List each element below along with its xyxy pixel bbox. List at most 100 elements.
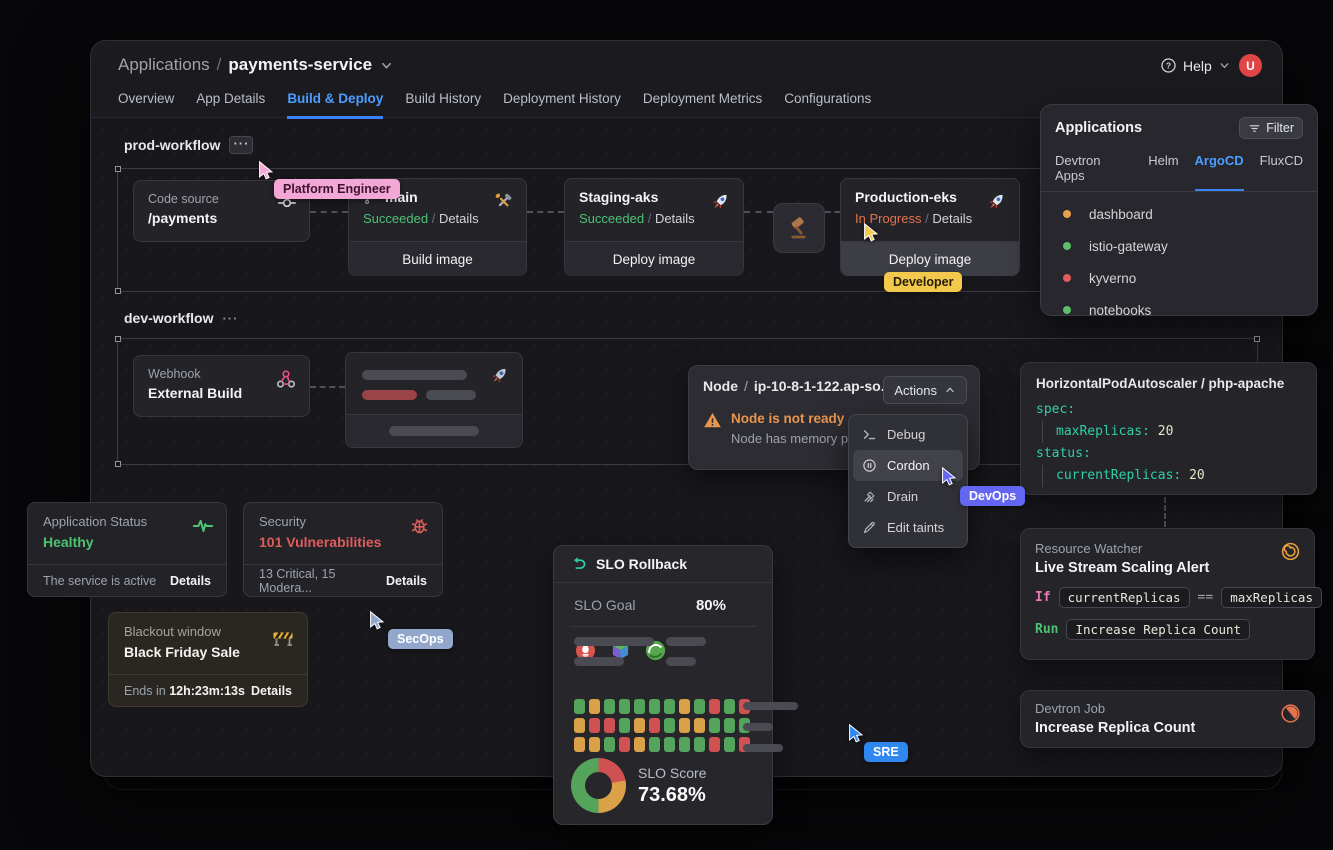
devtron-job-card[interactable]: Devtron Job Increase Replica Count	[1020, 690, 1315, 748]
security-value: 101 Vulnerabilities	[259, 534, 382, 550]
pipeline-connector	[310, 211, 348, 213]
staging-details-link[interactable]: Details	[654, 211, 695, 226]
warning-triangle-icon	[703, 411, 722, 430]
menu-item-debug[interactable]: Debug	[853, 419, 963, 450]
cursor-sre: SRE	[845, 723, 908, 762]
run-value-chip[interactable]: Increase Replica Count	[1066, 619, 1251, 640]
webhook-card[interactable]: Webhook External Build	[133, 355, 310, 417]
skeleton-bar	[743, 702, 798, 710]
cursor-pointer-icon	[849, 723, 864, 743]
skeleton-bar	[362, 370, 467, 380]
heatmap-cell	[694, 699, 705, 714]
cursor-devops: DevOps	[938, 466, 1026, 506]
dev-workflow-more-icon[interactable]: ···	[222, 310, 239, 326]
code-source-card[interactable]: Code source /payments	[133, 180, 310, 242]
node-kind: Node	[703, 378, 738, 394]
tab-devtron-apps[interactable]: Devtron Apps	[1055, 153, 1101, 183]
heartbeat-icon	[192, 515, 214, 537]
tab-build-and-deploy[interactable]: Build & Deploy	[287, 91, 384, 119]
if-right-chip[interactable]: maxReplicas	[1221, 587, 1322, 608]
cursor-secops: SecOps	[366, 610, 453, 649]
production-deploy-button[interactable]: Deploy image	[841, 241, 1019, 276]
heatmap-cell	[634, 737, 645, 752]
avatar[interactable]: U	[1239, 54, 1262, 77]
resize-handle[interactable]	[115, 336, 121, 342]
heatmap-cell	[634, 718, 645, 733]
app-list-item-notebooks[interactable]: notebooks	[1041, 294, 1317, 326]
heatmap-cell	[664, 737, 675, 752]
tab-overview[interactable]: Overview	[118, 91, 175, 106]
divider	[570, 626, 756, 627]
filter-button[interactable]: Filter	[1239, 117, 1303, 139]
tab-argocd[interactable]: ArgoCD	[1194, 153, 1244, 191]
breadcrumb: Applications / payments-service	[118, 55, 394, 75]
resource-watcher-label: Resource Watcher	[1035, 541, 1143, 556]
breadcrumb-current[interactable]: payments-service	[228, 55, 373, 74]
tab-deployment-history[interactable]: Deployment History	[503, 91, 621, 106]
if-left-chip[interactable]: currentReplicas	[1058, 587, 1190, 608]
resize-handle[interactable]	[115, 288, 121, 294]
rollback-icon	[570, 556, 587, 573]
dev-workflow-title: dev-workflow ···	[124, 310, 239, 326]
devtron-job-label: Devtron Job	[1035, 701, 1106, 716]
cursor-label: SecOps	[388, 629, 453, 649]
breadcrumb-root[interactable]: Applications	[118, 55, 210, 74]
app-list-item-dashboard[interactable]: dashboard	[1041, 198, 1317, 230]
resize-handle[interactable]	[115, 461, 121, 467]
blackout-details-link[interactable]: Details	[251, 683, 292, 698]
production-status: In Progress	[855, 211, 922, 226]
chevron-down-icon	[1218, 59, 1231, 72]
heatmap-cell	[709, 737, 720, 752]
blackout-window-card[interactable]: Blackout window Black Friday Sale Ends i…	[108, 612, 308, 707]
pipeline-connector	[310, 386, 345, 388]
webhook-icon	[275, 368, 297, 390]
operator: ==	[1197, 590, 1214, 605]
security-card[interactable]: Security 101 Vulnerabilities 13 Critical…	[243, 502, 443, 597]
tab-deployment-metrics[interactable]: Deployment Metrics	[642, 91, 763, 106]
slo-panel-header: SLO Rollback	[554, 546, 772, 583]
help-menu[interactable]: Help	[1160, 57, 1231, 74]
status-dot	[1063, 210, 1071, 218]
chevron-down-icon[interactable]	[379, 58, 394, 73]
security-label: Security	[259, 514, 306, 529]
webhook-value: External Build	[148, 385, 243, 401]
actions-button[interactable]: Actions	[883, 376, 967, 404]
cursor-pointer-icon	[259, 160, 274, 180]
edit-taints-icon	[862, 520, 877, 535]
pipeline-connector	[527, 211, 564, 213]
resize-handle[interactable]	[1254, 336, 1260, 342]
production-pipeline-card[interactable]: Production-eks In Progress / Details Dep…	[840, 178, 1020, 276]
build-details-link[interactable]: Details	[438, 211, 479, 226]
build-image-button[interactable]: Build image	[349, 241, 526, 276]
staging-deploy-button[interactable]: Deploy image	[565, 241, 743, 276]
tab-app-details[interactable]: App Details	[196, 91, 266, 106]
tab-build-history[interactable]: Build History	[405, 91, 482, 106]
node-warning: Node is not ready Node has memory pre...	[703, 411, 965, 446]
menu-item-edit-taints[interactable]: Edit taints	[853, 512, 963, 543]
help-label: Help	[1183, 57, 1212, 74]
tab-configurations[interactable]: Configurations	[784, 91, 872, 106]
app-status-details-link[interactable]: Details	[170, 573, 211, 588]
security-details-link[interactable]: Details	[386, 573, 427, 588]
hpa-panel: HorizontalPodAutoscaler / php-apache spe…	[1020, 362, 1317, 495]
menu-item-drain[interactable]: Drain	[853, 481, 963, 512]
heatmap-cell	[649, 737, 660, 752]
build-status: Succeeded	[363, 211, 429, 226]
production-details-link[interactable]: Details	[932, 211, 973, 226]
tab-helm[interactable]: Helm	[1148, 153, 1179, 168]
application-status-card[interactable]: Application Status Healthy The service i…	[27, 502, 227, 597]
prod-workflow-more-icon[interactable]: ···	[229, 136, 254, 154]
approval-gate-node[interactable]	[773, 203, 825, 253]
heatmap-cell	[679, 699, 690, 714]
app-list-item-kyverno[interactable]: kyverno	[1041, 262, 1317, 294]
gavel-icon	[786, 215, 812, 241]
staging-pipeline-card[interactable]: Staging-aks Succeeded / Details Deploy i…	[564, 178, 744, 276]
barrier-icon	[271, 625, 295, 649]
resize-handle[interactable]	[115, 166, 121, 172]
app-list-item-istio-gateway[interactable]: istio-gateway	[1041, 230, 1317, 262]
heatmap-cell	[634, 699, 645, 714]
tab-fluxcd[interactable]: FluxCD	[1259, 153, 1303, 168]
build-pipeline-card[interactable]: main Succeeded / Details Build image	[348, 178, 527, 276]
loading-pipeline-card	[345, 352, 523, 448]
blackout-value: Black Friday Sale	[124, 644, 240, 660]
